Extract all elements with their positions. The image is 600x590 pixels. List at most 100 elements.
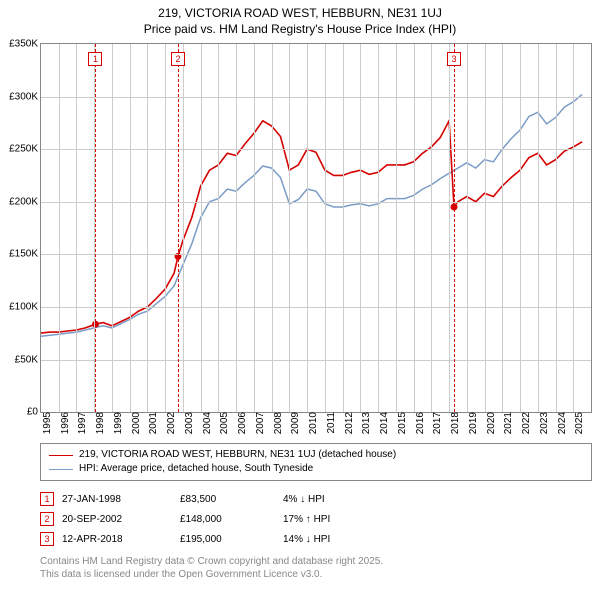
series-line-hpi [41, 95, 582, 337]
x-gridline [147, 44, 148, 412]
event-marker-box: 1 [88, 52, 102, 66]
x-gridline [467, 44, 468, 412]
legend-row: HPI: Average price, detached house, Sout… [49, 462, 583, 476]
title-line-1: 219, VICTORIA ROAD WEST, HEBBURN, NE31 1… [0, 6, 600, 22]
x-gridline [414, 44, 415, 412]
x-tick-label: 2020 [485, 412, 497, 434]
y-tick-label: £200K [9, 196, 41, 207]
event-vline [178, 44, 179, 412]
x-tick-label: 1998 [94, 412, 106, 434]
events-table: 1 27-JAN-1998 £83,500 4% ↓ HPI 2 20-SEP-2002 £… [40, 489, 592, 549]
legend-swatch [49, 469, 73, 470]
event-vline [95, 44, 96, 412]
event-row: 1 27-JAN-1998 £83,500 4% ↓ HPI [40, 489, 592, 509]
x-gridline [76, 44, 77, 412]
x-tick-label: 1996 [59, 412, 71, 434]
event-row-date: 27-JAN-1998 [62, 494, 172, 505]
x-tick-label: 2002 [165, 412, 177, 434]
x-gridline [485, 44, 486, 412]
x-gridline [520, 44, 521, 412]
x-tick-label: 2014 [378, 412, 390, 434]
legend-label: 219, VICTORIA ROAD WEST, HEBBURN, NE31 1… [79, 448, 396, 462]
x-tick-label: 2000 [130, 412, 142, 434]
x-gridline [218, 44, 219, 412]
x-gridline [201, 44, 202, 412]
x-gridline [325, 44, 326, 412]
event-row-diff: 14% ↓ HPI [283, 534, 393, 545]
event-row-date: 12-APR-2018 [62, 534, 172, 545]
x-tick-label: 2022 [520, 412, 532, 434]
x-gridline [378, 44, 379, 412]
x-tick-label: 1999 [112, 412, 124, 434]
disclaimer-text: Contains HM Land Registry data © Crown c… [40, 555, 592, 581]
chart-title: 219, VICTORIA ROAD WEST, HEBBURN, NE31 1… [0, 0, 600, 37]
x-gridline [183, 44, 184, 412]
x-gridline [130, 44, 131, 412]
y-gridline [41, 149, 591, 150]
legend-label: HPI: Average price, detached house, Sout… [79, 462, 313, 476]
x-gridline [59, 44, 60, 412]
x-tick-label: 2017 [431, 412, 443, 434]
x-tick-label: 2006 [236, 412, 248, 434]
x-tick-label: 2009 [289, 412, 301, 434]
event-row: 3 12-APR-2018 £195,000 14% ↓ HPI [40, 529, 592, 549]
event-row-marker: 3 [40, 532, 54, 546]
event-row-marker: 1 [40, 492, 54, 506]
x-gridline [396, 44, 397, 412]
x-tick-label: 2021 [502, 412, 514, 434]
event-row-price: £148,000 [180, 514, 275, 525]
x-gridline [112, 44, 113, 412]
x-gridline [165, 44, 166, 412]
event-row-diff: 4% ↓ HPI [283, 494, 393, 505]
x-gridline [307, 44, 308, 412]
x-tick-label: 2019 [467, 412, 479, 434]
y-tick-label: £250K [9, 144, 41, 155]
disclaimer-line-1: Contains HM Land Registry data © Crown c… [40, 555, 592, 568]
event-row-price: £195,000 [180, 534, 275, 545]
x-tick-label: 2018 [449, 412, 461, 434]
chart-plot-area: £0£50K£100K£150K£200K£250K£300K£350K1995… [40, 43, 592, 413]
x-tick-label: 2007 [254, 412, 266, 434]
event-row-price: £83,500 [180, 494, 275, 505]
event-marker-box: 3 [447, 52, 461, 66]
y-tick-label: £50K [15, 354, 41, 365]
y-tick-label: £0 [27, 407, 41, 418]
x-gridline [502, 44, 503, 412]
event-row-diff: 17% ↑ HPI [283, 514, 393, 525]
y-gridline [41, 202, 591, 203]
y-gridline [41, 307, 591, 308]
x-tick-label: 2025 [573, 412, 585, 434]
x-tick-label: 2001 [147, 412, 159, 434]
chart-lines-svg [41, 44, 591, 412]
x-tick-label: 2004 [201, 412, 213, 434]
y-tick-label: £100K [9, 302, 41, 313]
x-gridline [538, 44, 539, 412]
x-tick-label: 2011 [325, 412, 337, 434]
x-tick-label: 2003 [183, 412, 195, 434]
x-tick-label: 2016 [414, 412, 426, 434]
event-vline [454, 44, 455, 412]
x-gridline [254, 44, 255, 412]
event-row-marker: 2 [40, 512, 54, 526]
event-row-date: 20-SEP-2002 [62, 514, 172, 525]
x-gridline [449, 44, 450, 412]
series-line-property [41, 121, 582, 333]
x-gridline [556, 44, 557, 412]
x-tick-label: 1997 [76, 412, 88, 434]
x-gridline [236, 44, 237, 412]
x-gridline [343, 44, 344, 412]
x-gridline [272, 44, 273, 412]
x-gridline [431, 44, 432, 412]
x-tick-label: 2012 [343, 412, 355, 434]
x-tick-label: 2015 [396, 412, 408, 434]
y-gridline [41, 97, 591, 98]
chart-legend: 219, VICTORIA ROAD WEST, HEBBURN, NE31 1… [40, 443, 592, 481]
x-tick-label: 2010 [307, 412, 319, 434]
event-marker-box: 2 [171, 52, 185, 66]
y-tick-label: £300K [9, 91, 41, 102]
x-gridline [573, 44, 574, 412]
x-gridline [360, 44, 361, 412]
x-tick-label: 2005 [218, 412, 230, 434]
disclaimer-line-2: This data is licensed under the Open Gov… [40, 568, 592, 581]
x-gridline [289, 44, 290, 412]
